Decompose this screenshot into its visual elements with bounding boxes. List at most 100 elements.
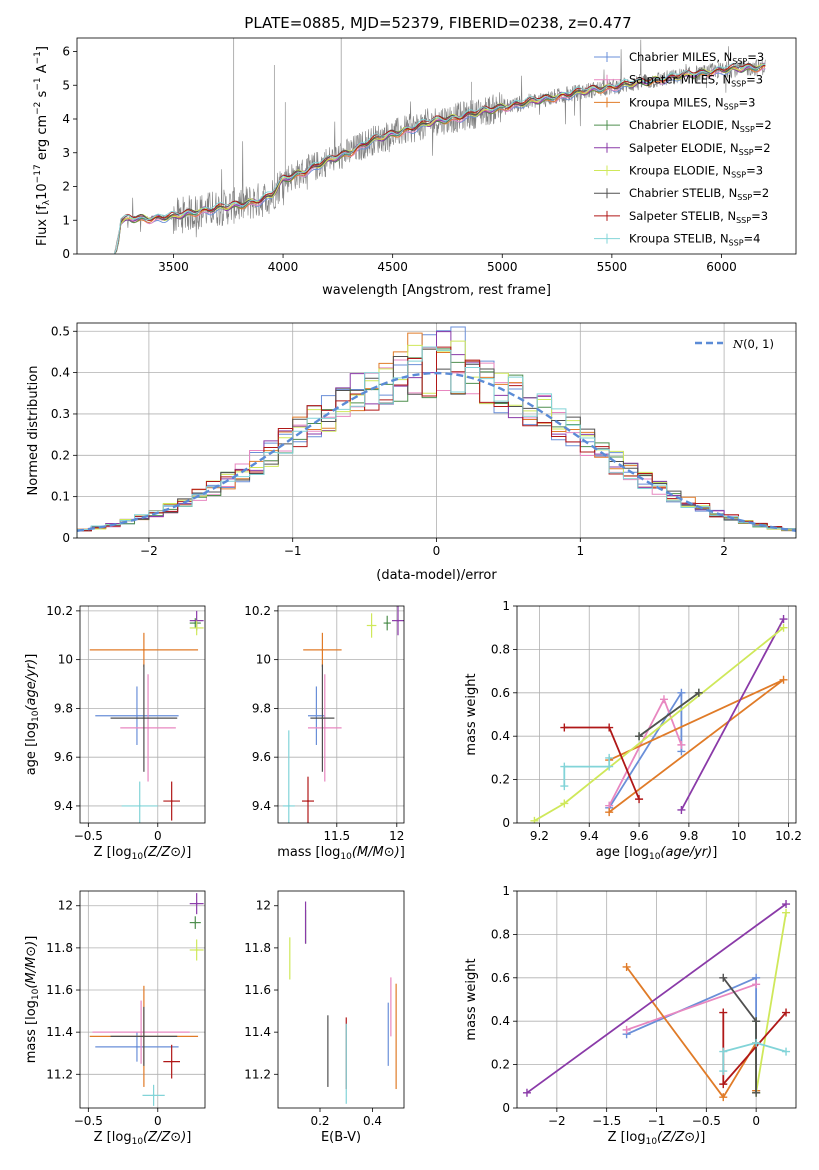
y-tick-label: 11.6 — [46, 983, 73, 997]
y-axis-label: mass [log10(M/M⊙)] — [24, 936, 41, 1064]
y-tick-label: 0 — [62, 531, 70, 545]
legend-model-name: Salpeter ELODIE, — [629, 141, 730, 155]
y-tick-label: 12 — [58, 899, 73, 913]
legend-model-name: Chabrier STELIB, — [629, 186, 729, 200]
data-point — [195, 626, 198, 629]
chart-mass-vs-EBV: 0.2 0.4 11.2 11.4 11.6 11.8 12 E(B-V) — [244, 890, 405, 1145]
legend-nssp: =2 — [752, 186, 769, 200]
legend-sub: SSP — [731, 171, 746, 180]
label-part: (M/M⊙) — [352, 845, 400, 860]
legend-model-name: Chabrier ELODIE, — [629, 118, 731, 132]
label-part: (Z/Z⊙) — [143, 845, 186, 860]
mass-weight-line — [526, 903, 787, 1094]
mass-weight-line — [608, 691, 683, 809]
chart-spectrum: 3500 4000 4500 5000 5500 6000 0 1 2 3 4 5 6 wavelengt… — [33, 37, 797, 298]
normal-curve — [77, 371, 796, 532]
label-part: (Z/Z⊙) — [657, 1130, 700, 1145]
x-axis-label: (data-model)/error — [376, 568, 497, 583]
label-part: 10 — [35, 183, 50, 200]
y-tick-label: 10 — [58, 653, 73, 667]
figure-title: PLATE=0885, MJD=52379, FIBERID=0238, z=0… — [244, 14, 631, 32]
legend-sub: SSP — [739, 148, 754, 157]
y-tick-label: 11.2 — [46, 1067, 73, 1081]
y-axis-label: Flux [fλ10−17 erg cm−2 s−1 A−1] — [33, 46, 52, 246]
y-tick-label: 1 — [502, 884, 510, 898]
axes-frame — [277, 605, 405, 824]
legend-part: N — [727, 209, 736, 223]
y-tick-label: 0.4 — [491, 729, 510, 743]
legend-entry: Kroupa ELODIE, NSSP=3 — [629, 164, 763, 180]
x-tick-label: 0.2 — [310, 1114, 329, 1128]
data-point — [321, 717, 324, 720]
model-spectrum-line — [113, 63, 766, 254]
x-tick-label: −2 — [548, 1114, 566, 1128]
axes-frame — [516, 605, 797, 824]
plus-marker — [605, 762, 614, 771]
plus-marker — [622, 1025, 631, 1034]
plus-marker — [635, 795, 644, 804]
mass-weight-line — [563, 757, 611, 787]
y-tick-label: 11.2 — [244, 1067, 271, 1081]
mass-weight-line — [722, 1042, 787, 1072]
legend-nssp: =3 — [739, 95, 756, 109]
label-part: ] — [24, 936, 39, 941]
label-part: ] — [24, 654, 39, 659]
x-tick-label: 1 — [576, 544, 584, 558]
data-point — [195, 902, 198, 905]
x-tick-label: 4500 — [377, 260, 408, 274]
label-part: Z [ — [94, 845, 112, 860]
plot-area — [80, 606, 205, 823]
y-tick-label: 9.4 — [252, 799, 271, 813]
x-axis-label: Z [log10(Z/Z⊙)] — [608, 1130, 706, 1147]
y-tick-label: 9.6 — [252, 750, 271, 764]
y-tick-label: 0 — [502, 1101, 510, 1115]
x-tick-label: 9.4 — [580, 829, 599, 843]
plus-marker — [719, 1080, 728, 1089]
label-sub: 10 — [132, 852, 144, 862]
x-tick-label: 2 — [720, 544, 728, 558]
label-part: Z [ — [94, 1130, 112, 1145]
data-point — [170, 800, 173, 803]
plus-marker — [522, 1088, 531, 1097]
legend-entry: Chabrier MILES, NSSP=3 — [629, 50, 764, 66]
label-part: log — [629, 845, 649, 860]
legend-sub: SSP — [731, 80, 746, 89]
plus-marker — [779, 615, 788, 624]
axes-frame — [76, 37, 797, 255]
label-part: log — [321, 845, 341, 860]
y-axis-label: mass weight — [464, 958, 479, 1040]
chart-residuals: −2 −1 0 1 2 0 0.1 0.2 0.3 0.4 0.5 (data-model)/erro… — [26, 322, 797, 583]
data-point — [140, 1031, 143, 1034]
data-point — [152, 1094, 155, 1097]
x-tick-label: 4000 — [268, 260, 299, 274]
data-point — [195, 948, 198, 951]
legend-sub: SSP — [740, 125, 755, 134]
y-tick-label: 1 — [62, 213, 70, 227]
legend-nssp: =2 — [754, 141, 771, 155]
label-part: erg cm — [35, 115, 50, 164]
label-sub: 10 — [31, 710, 41, 722]
data-point — [194, 622, 197, 625]
x-tick-label: 10 — [731, 829, 746, 843]
label-part: ] — [186, 845, 191, 860]
x-axis-label: Z [log10(Z/Z⊙)] — [94, 1130, 192, 1147]
x-tick-label: −0.5 — [74, 829, 103, 843]
legend-entry: Chabrier ELODIE, NSSP=2 — [629, 118, 772, 134]
data-point — [147, 726, 150, 729]
y-tick-label: 0.1 — [51, 490, 70, 504]
y-tick-label: 9.8 — [252, 701, 271, 715]
plus-marker — [752, 980, 761, 989]
label-part: Flux [f — [35, 205, 50, 246]
x-axis-label: Z [log10(Z/Z⊙)] — [94, 845, 192, 862]
legend-sub: SSP — [732, 57, 747, 66]
label-part: A — [35, 64, 50, 77]
legend-nssp: =3 — [746, 164, 763, 178]
y-tick-label: 0.2 — [491, 773, 510, 787]
label-part: log — [626, 1130, 646, 1145]
x-tick-label: −2 — [140, 544, 158, 558]
plus-marker — [605, 808, 614, 817]
plus-marker — [782, 900, 791, 909]
axes-frame — [516, 890, 797, 1109]
y-tick-label: 2 — [62, 180, 70, 194]
